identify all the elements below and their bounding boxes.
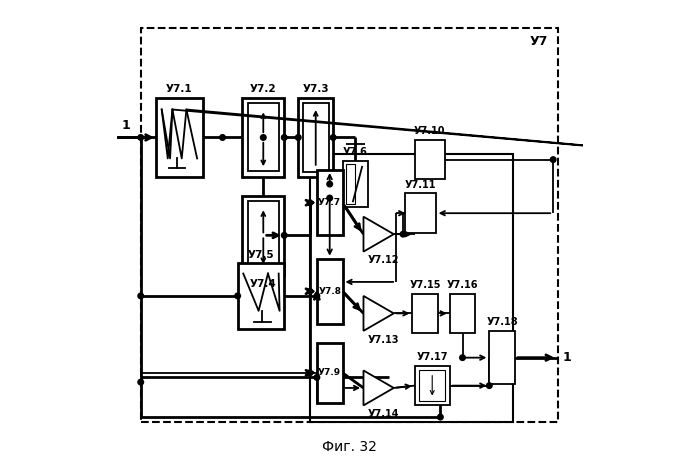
Bar [248, 201, 279, 269]
Circle shape [138, 135, 143, 140]
Circle shape [438, 414, 443, 420]
Text: У7.15: У7.15 [410, 280, 441, 290]
Text: У7.8: У7.8 [318, 287, 341, 296]
Circle shape [550, 157, 556, 163]
Text: У7.6: У7.6 [343, 147, 368, 157]
Circle shape [261, 135, 266, 140]
Circle shape [401, 232, 406, 237]
Circle shape [460, 355, 466, 361]
Bar [346, 164, 355, 204]
Circle shape [314, 293, 319, 299]
Bar [343, 161, 368, 207]
Bar [243, 196, 284, 275]
Bar [248, 103, 279, 171]
Bar [317, 259, 343, 324]
Text: У7.16: У7.16 [447, 280, 478, 290]
Bar [449, 294, 475, 333]
Circle shape [327, 195, 333, 201]
Circle shape [138, 293, 143, 299]
Text: У7: У7 [530, 35, 549, 48]
Circle shape [282, 233, 287, 238]
Circle shape [307, 200, 312, 206]
Bar [156, 98, 203, 177]
Bar [140, 28, 558, 422]
Circle shape [307, 288, 312, 294]
Polygon shape [363, 217, 394, 252]
Text: У7.2: У7.2 [250, 84, 277, 94]
Text: 1: 1 [563, 351, 571, 364]
Bar [298, 98, 333, 177]
Text: У7.17: У7.17 [417, 352, 448, 362]
Circle shape [282, 135, 287, 140]
Bar [317, 343, 343, 403]
Bar [310, 154, 512, 422]
Text: У7.9: У7.9 [318, 368, 341, 377]
Text: 1: 1 [121, 119, 130, 132]
Circle shape [307, 370, 312, 376]
Bar [238, 263, 284, 329]
Circle shape [296, 135, 301, 140]
Bar [317, 170, 343, 235]
Text: У7.1: У7.1 [166, 84, 193, 94]
Circle shape [235, 293, 240, 299]
Bar [489, 331, 515, 384]
Circle shape [331, 135, 336, 140]
Circle shape [314, 375, 319, 380]
Circle shape [487, 383, 492, 389]
Text: У7.18: У7.18 [487, 317, 518, 327]
Bar [412, 294, 438, 333]
Circle shape [327, 181, 333, 187]
Bar [415, 140, 445, 179]
Bar [405, 193, 435, 233]
Text: У7.7: У7.7 [318, 198, 341, 207]
Text: У7.4: У7.4 [250, 279, 277, 288]
Circle shape [219, 135, 225, 140]
Polygon shape [363, 370, 394, 405]
Polygon shape [363, 296, 394, 331]
Text: У7.3: У7.3 [303, 84, 329, 94]
Text: У7.5: У7.5 [247, 250, 274, 260]
Text: Фиг. 32: Фиг. 32 [322, 440, 377, 454]
Bar [419, 370, 445, 401]
Text: У7.10: У7.10 [414, 126, 446, 136]
Text: У7.12: У7.12 [368, 255, 399, 265]
Bar [243, 98, 284, 177]
Text: У7.13: У7.13 [368, 335, 399, 344]
Circle shape [138, 379, 143, 385]
Bar [303, 103, 329, 172]
Text: У7.11: У7.11 [405, 180, 436, 190]
Bar [415, 366, 449, 405]
Text: У7.14: У7.14 [368, 409, 399, 419]
